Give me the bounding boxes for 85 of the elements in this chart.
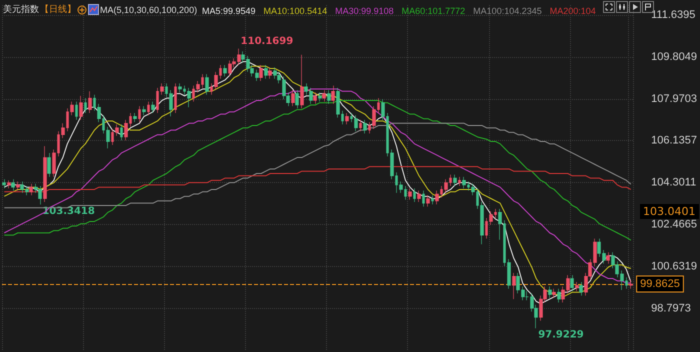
candlestick bbox=[75, 101, 78, 120]
candlestick bbox=[345, 112, 349, 125]
line-series bbox=[4, 100, 632, 241]
candlestick bbox=[174, 83, 177, 114]
candlestick bbox=[29, 183, 33, 196]
candlestick bbox=[453, 174, 457, 186]
candlestick bbox=[228, 60, 232, 77]
candlestick bbox=[570, 274, 574, 292]
text: MA5:99.9549 bbox=[202, 6, 256, 16]
candlestick bbox=[331, 85, 335, 104]
text: MA60:101.7772 bbox=[402, 6, 466, 16]
candlestick bbox=[322, 90, 326, 102]
candlestick bbox=[327, 90, 331, 104]
candlestick bbox=[133, 112, 137, 122]
y-tick-label: 104.3011 bbox=[651, 176, 696, 189]
y-tick-label: 102.4665 bbox=[651, 218, 698, 230]
y-tick-label: 100.6319 bbox=[651, 260, 698, 272]
candlestick bbox=[273, 67, 277, 80]
candlestick bbox=[120, 124, 123, 141]
candlestick bbox=[268, 67, 272, 80]
candlestick bbox=[88, 91, 92, 114]
candlestick bbox=[579, 282, 583, 296]
candlestick bbox=[7, 180, 11, 189]
candlestick bbox=[291, 90, 295, 106]
candlestick bbox=[575, 282, 579, 292]
annotation: MA(5,10,30,60,100,200) bbox=[100, 4, 198, 14]
candlestick bbox=[435, 190, 439, 205]
line-series bbox=[4, 122, 632, 208]
candlestick bbox=[629, 279, 633, 290]
candlestick bbox=[606, 252, 610, 264]
candlestick bbox=[151, 101, 155, 114]
line-series bbox=[4, 88, 632, 284]
candlestick bbox=[557, 288, 561, 303]
candlestick bbox=[11, 178, 15, 191]
candlestick bbox=[426, 194, 430, 207]
candlestick bbox=[512, 272, 516, 300]
candlestick bbox=[178, 83, 182, 93]
candlestick bbox=[300, 54, 304, 109]
chart-subtitle: 【日线】 bbox=[40, 3, 76, 16]
text: MA200:104 bbox=[550, 6, 596, 16]
candlestick bbox=[138, 106, 141, 122]
chart-title: 美元指数 bbox=[3, 3, 39, 16]
y-tick-label: 109.8049 bbox=[651, 50, 698, 63]
candlestick bbox=[147, 101, 150, 116]
candlestick bbox=[43, 146, 47, 202]
candlestick bbox=[363, 120, 367, 134]
candlestick bbox=[79, 96, 83, 120]
candlestick bbox=[16, 181, 20, 191]
y-tick-label: 111.6395 bbox=[651, 9, 696, 22]
text: MA30:99.9108 bbox=[335, 6, 394, 16]
candlestick bbox=[142, 106, 146, 116]
candlestick bbox=[187, 88, 191, 108]
candlestick bbox=[2, 178, 6, 189]
candlestick bbox=[552, 288, 556, 298]
y-tick-label: 98.7973 bbox=[651, 302, 691, 314]
candlestick bbox=[354, 114, 358, 132]
annotation: 110.1699 bbox=[240, 36, 294, 48]
candlestick bbox=[458, 176, 461, 186]
candlestick bbox=[417, 190, 421, 202]
candlestick bbox=[431, 194, 434, 205]
candlestick bbox=[359, 120, 362, 132]
candlestick bbox=[408, 188, 412, 200]
annotation: 97.9229 bbox=[538, 330, 584, 341]
candlestick bbox=[318, 92, 322, 102]
y-tick-label: 107.9703 bbox=[651, 92, 698, 105]
candlestick bbox=[444, 178, 448, 194]
candlestick bbox=[264, 64, 268, 80]
ref-line-label: 99.8625 bbox=[640, 278, 680, 290]
candlestick bbox=[47, 152, 51, 178]
candlestick bbox=[38, 186, 42, 205]
candlestick bbox=[223, 64, 227, 77]
candlestick bbox=[313, 92, 317, 104]
text: MA10:100.5414 bbox=[264, 6, 328, 16]
y-tick-label: 106.1357 bbox=[651, 134, 698, 147]
candlestick bbox=[295, 90, 299, 109]
candlestick bbox=[259, 64, 263, 82]
candlestick bbox=[84, 98, 87, 114]
line-series bbox=[4, 166, 632, 192]
candlestick bbox=[422, 190, 425, 207]
candlestick bbox=[413, 188, 416, 202]
text: MA100:104.2345 bbox=[473, 6, 542, 16]
text: 103.0401 bbox=[640, 204, 698, 219]
candlestick bbox=[462, 176, 466, 189]
candlestick bbox=[205, 74, 209, 96]
candlestick bbox=[548, 286, 552, 298]
